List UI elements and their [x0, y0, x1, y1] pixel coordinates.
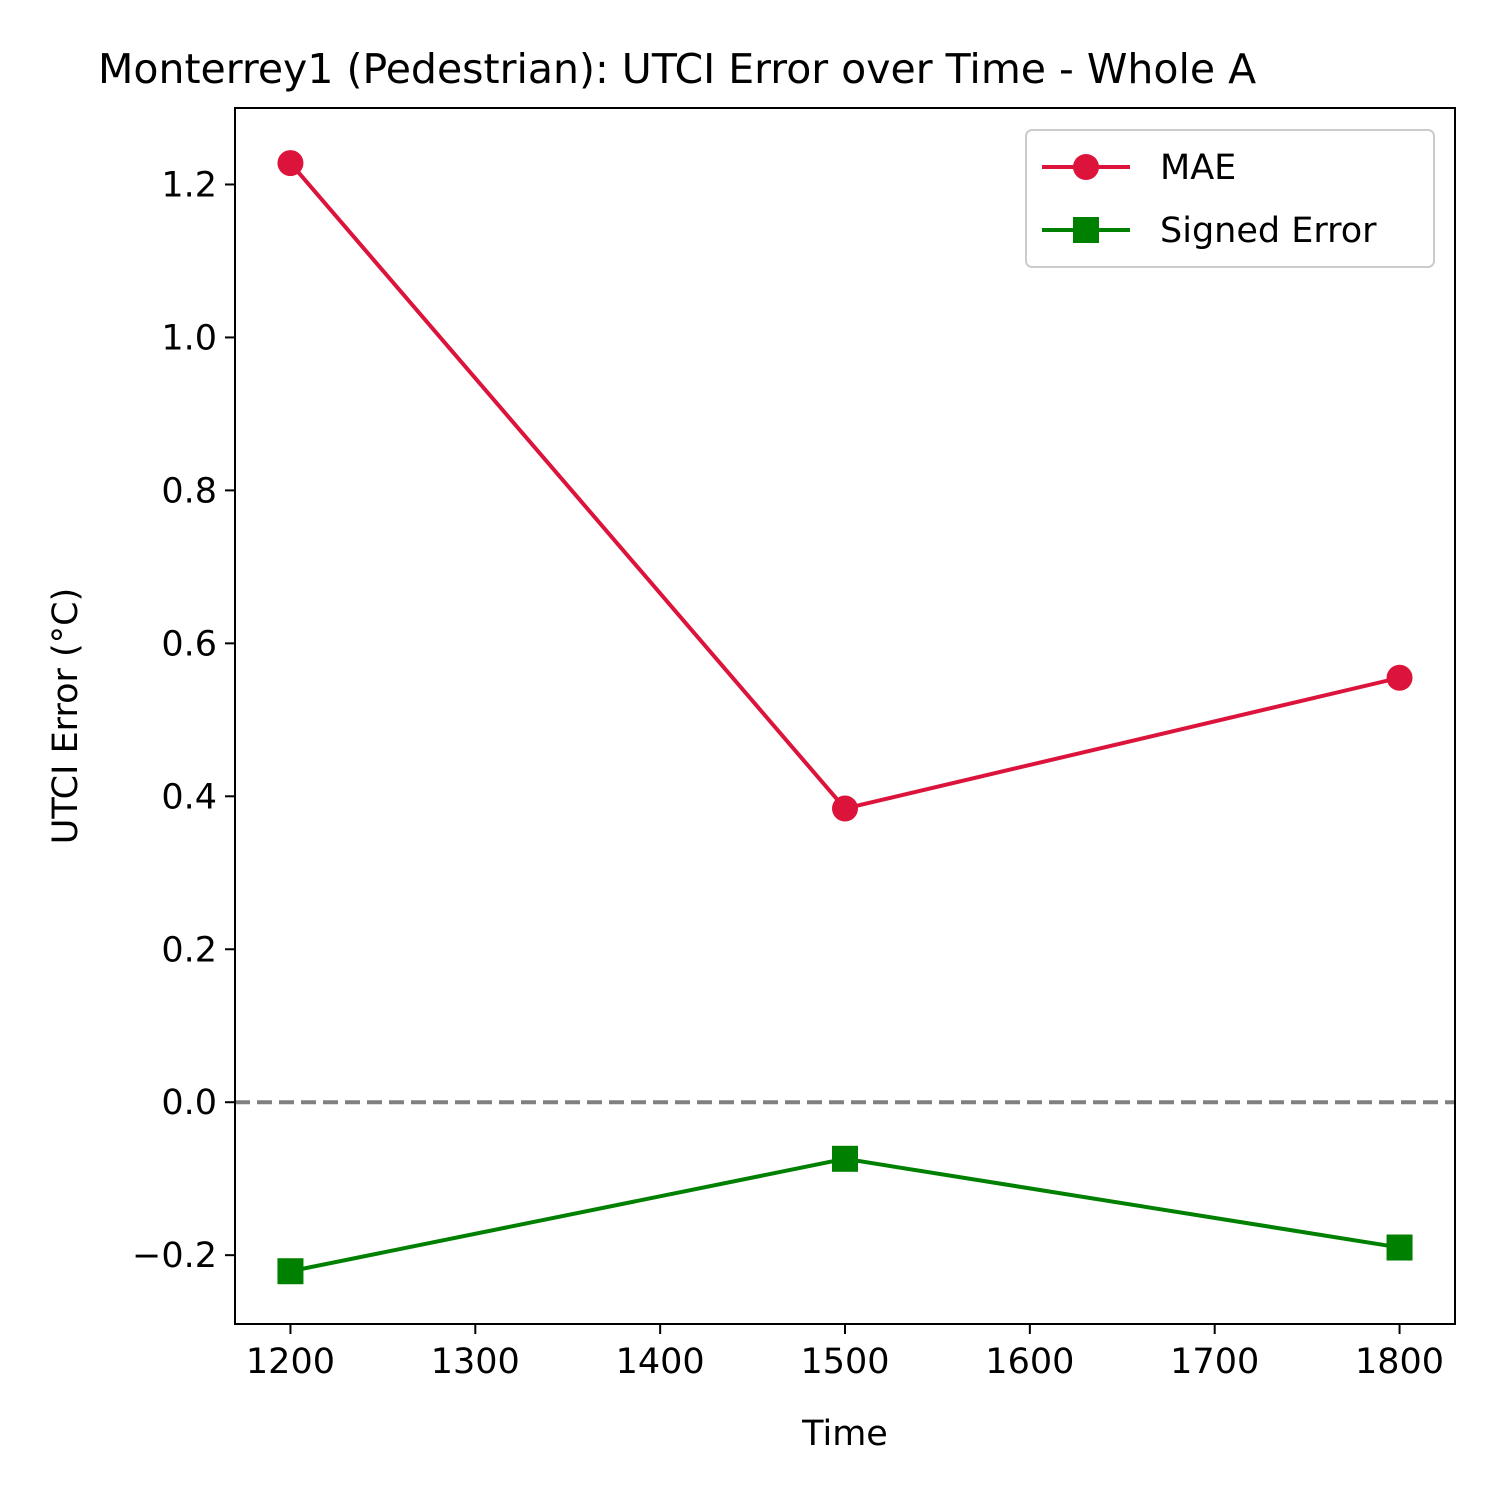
- x-axis: 1200 1300 1400 1500 1600 1700 1800: [246, 1324, 1444, 1382]
- legend-signed-error-label: Signed Error: [1160, 211, 1377, 251]
- legend-box: [1025, 129, 1435, 268]
- legend-mae-marker: [1073, 154, 1099, 180]
- y-tick-label: 1.0: [161, 318, 217, 358]
- legend-signed-error-marker: [1073, 217, 1099, 243]
- y-tick-label: 0.8: [161, 471, 217, 511]
- y-axis: −0.2 0.0 0.2 0.4 0.6 0.8 1.0 1.2: [132, 165, 235, 1276]
- mae-point: [1386, 664, 1413, 691]
- chart-title: Monterrey1 (Pedestrian): UTCI Error over…: [98, 45, 1256, 93]
- x-tick-label: 1200: [246, 1342, 335, 1382]
- x-tick-label: 1600: [985, 1342, 1074, 1382]
- y-tick-label: 0.6: [161, 624, 217, 664]
- mae-point: [277, 150, 304, 177]
- signed-error-point: [1386, 1234, 1413, 1261]
- x-tick-label: 1400: [616, 1342, 705, 1382]
- plot-area: [235, 150, 1455, 1285]
- y-axis-label: UTCI Error (°C): [46, 588, 86, 845]
- y-tick-label: −0.2: [132, 1236, 217, 1276]
- legend: MAE Signed Error: [1025, 129, 1435, 268]
- x-axis-label: Time: [801, 1414, 888, 1454]
- signed-error-point: [832, 1145, 858, 1172]
- y-tick-label: 0.4: [161, 777, 217, 817]
- x-tick-label: 1300: [431, 1342, 520, 1382]
- x-tick-label: 1500: [800, 1342, 889, 1382]
- legend-mae-label: MAE: [1160, 148, 1236, 188]
- y-tick-label: 1.2: [161, 165, 217, 205]
- mae-point: [832, 795, 858, 822]
- x-tick-label: 1700: [1170, 1342, 1259, 1382]
- signed-error-point: [277, 1258, 304, 1285]
- y-tick-label: 0.2: [161, 930, 217, 970]
- y-tick-label: 0.0: [161, 1083, 217, 1123]
- x-tick-label: 1800: [1355, 1342, 1444, 1382]
